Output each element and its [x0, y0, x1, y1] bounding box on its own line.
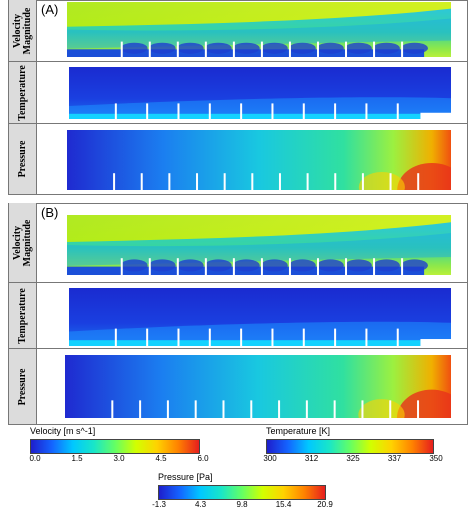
row-b-velocity: Velocity Magnitude: [9, 203, 467, 282]
panel-a: (A) Velocity Magnitude Temperature Press…: [8, 0, 468, 195]
temperature-tick-label: 312: [304, 454, 319, 463]
pressure-legend: Pressure [Pa] -1.3 4.3 9.8 15.4 20.9: [150, 472, 340, 518]
row-label-pressure: Pressure: [9, 349, 37, 424]
velocity-colorbar: [30, 439, 200, 454]
temperature-tick-label: 300: [263, 454, 277, 463]
temperature-tick-label: 337: [387, 454, 402, 463]
temperature-contour-b: [69, 288, 451, 346]
row-label-pressure: Pressure: [9, 124, 37, 194]
pressure-tick-label: 20.9: [317, 500, 333, 509]
velocity-tick-label: 6.0: [197, 454, 209, 463]
row-a-pressure: Pressure: [9, 123, 467, 194]
pressure-tick-label: 4.3: [194, 500, 207, 509]
pressure-tick-label: 15.4: [275, 500, 292, 509]
temperature-colorbar: [266, 439, 434, 454]
pressure-tick-label: -1.3: [152, 500, 166, 509]
velocity-tick-label: 1.5: [71, 454, 83, 463]
row-a-velocity: Velocity Magnitude: [9, 0, 467, 61]
row-b-pressure: Pressure: [9, 348, 467, 424]
pressure-legend-title: Pressure [Pa]: [158, 472, 213, 482]
temperature-legend-title: Temperature [K]: [266, 426, 331, 436]
velocity-tick-label: 3.0: [113, 454, 125, 463]
temperature-legend: Temperature [K] 300 312 325 337 350: [263, 426, 446, 476]
panel-a-tag: (A): [41, 2, 59, 17]
temperature-tick-label: 325: [346, 454, 360, 463]
pressure-contour-a: [67, 130, 451, 190]
velocity-contour-b: [67, 215, 451, 275]
velocity-tick-label: 4.5: [155, 454, 167, 463]
velocity-legend: Velocity [m s^-1] 0.0 1.5 3.0 4.5 6.0: [29, 426, 210, 476]
row-label-velocity: Velocity Magnitude: [9, 0, 37, 61]
temperature-contour-a: [69, 67, 451, 119]
velocity-contour-a: [67, 2, 451, 57]
temperature-tick-label: 350: [429, 454, 443, 463]
panel-b-tag: (B): [41, 205, 59, 220]
row-label-temperature: Temperature: [9, 62, 37, 124]
row-a-temperature: Temperature: [9, 61, 467, 124]
row-b-temperature: Temperature: [9, 282, 467, 349]
row-label-velocity: Velocity Magnitude: [9, 203, 37, 282]
velocity-tick-label: 0.0: [29, 454, 41, 463]
pressure-contour-b: [65, 355, 451, 418]
velocity-legend-title: Velocity [m s^-1]: [30, 426, 96, 436]
row-label-temperature: Temperature: [9, 283, 37, 349]
panel-b: (B) Velocity Magnitude Temperature Press…: [8, 203, 468, 425]
pressure-tick-label: 9.8: [236, 500, 248, 509]
pressure-colorbar: [158, 485, 326, 500]
